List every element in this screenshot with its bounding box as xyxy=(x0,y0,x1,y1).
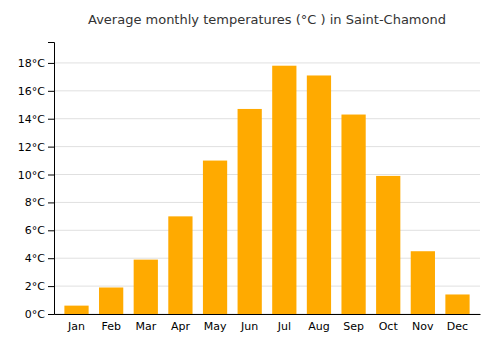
x-tick-label: Apr xyxy=(171,320,191,333)
x-axis-line xyxy=(55,314,481,315)
y-tick-label: 12°C xyxy=(18,141,45,154)
y-tick-mark xyxy=(48,63,54,64)
x-tick: Sep xyxy=(343,320,364,333)
bar xyxy=(307,75,331,314)
x-tick-label: Sep xyxy=(343,320,364,333)
bar xyxy=(272,66,296,314)
y-tick: 12°C xyxy=(18,141,54,154)
grid-line xyxy=(54,174,480,175)
x-tick: Jun xyxy=(240,320,258,333)
x-axis: Jan Feb Mar Apr May Jun Jul Aug Sep Oct Nov Dec xyxy=(55,315,481,333)
bar xyxy=(99,287,123,314)
y-tick: 10°C xyxy=(18,169,54,182)
grid xyxy=(54,63,480,314)
y-tick: 8°C xyxy=(25,196,54,209)
y-tick-mark xyxy=(48,286,54,287)
x-tick-label: Jun xyxy=(240,320,258,333)
y-tick: 4°C xyxy=(25,252,54,265)
y-axis-line xyxy=(48,43,55,315)
x-tick: Feb xyxy=(101,320,120,333)
bar xyxy=(168,216,192,314)
y-tick-mark xyxy=(48,175,54,176)
bar xyxy=(64,306,88,314)
y-tick-label: 10°C xyxy=(18,169,45,182)
grid-line xyxy=(54,202,480,203)
bar xyxy=(445,294,469,314)
x-tick-label: Aug xyxy=(308,320,329,333)
y-tick-label: 0°C xyxy=(25,308,45,321)
y-tick-label: 6°C xyxy=(25,224,45,237)
grid-line xyxy=(54,118,480,119)
y-tick-mark xyxy=(48,202,54,203)
y-tick-mark xyxy=(48,119,54,120)
bar xyxy=(411,251,435,314)
x-tick-label: Nov xyxy=(412,320,434,333)
x-tick: Oct xyxy=(379,320,399,333)
x-tick: Nov xyxy=(412,320,434,333)
x-tick-label: May xyxy=(204,320,227,333)
x-tick: Jan xyxy=(67,320,85,333)
y-tick: 2°C xyxy=(25,280,54,293)
grid-line xyxy=(54,146,480,147)
y-tick: 6°C xyxy=(25,224,54,237)
bars xyxy=(64,66,469,314)
bar xyxy=(134,260,158,314)
y-tick-mark xyxy=(48,230,54,231)
y-tick: 0°C xyxy=(25,308,54,321)
y-tick-mark xyxy=(48,258,54,259)
x-tick: May xyxy=(204,320,227,333)
y-tick: 18°C xyxy=(18,57,54,70)
grid-line xyxy=(54,230,480,231)
y-axis: 0°C 2°C 4°C 6°C 8°C 10°C 12°C 14°C 16°C 18°C xyxy=(18,43,55,322)
y-tick: 14°C xyxy=(18,113,54,126)
x-tick: Mar xyxy=(135,320,156,333)
chart-container: Jan Feb Mar Apr May Jun Jul Aug Sep Oct Nov Dec 0°C 2… xyxy=(0,0,500,350)
bar xyxy=(238,109,262,314)
x-tick: Apr xyxy=(171,320,191,333)
x-tick-label: Dec xyxy=(447,320,468,333)
y-tick: 16°C xyxy=(18,85,54,98)
grid-line xyxy=(54,90,480,91)
title: Average monthly temperatures (°C ) in Sa… xyxy=(88,12,446,27)
bar xyxy=(341,115,365,314)
x-tick: Dec xyxy=(447,320,468,333)
y-tick-mark xyxy=(48,314,54,315)
y-tick-label: 16°C xyxy=(18,85,45,98)
x-tick-label: Jan xyxy=(67,320,85,333)
x-tick: Aug xyxy=(308,320,329,333)
bar xyxy=(203,161,227,314)
x-tick-label: Oct xyxy=(379,320,399,333)
x-tick-label: Jul xyxy=(277,320,291,333)
chart: Jan Feb Mar Apr May Jun Jul Aug Sep Oct Nov Dec 0°C 2… xyxy=(0,0,500,350)
y-tick-mark xyxy=(48,147,54,148)
y-tick-label: 18°C xyxy=(18,57,45,70)
y-tick-label: 4°C xyxy=(25,252,45,265)
x-tick-label: Mar xyxy=(135,320,156,333)
grid-line xyxy=(54,62,480,63)
bar xyxy=(376,176,400,314)
y-tick-label: 14°C xyxy=(18,113,45,126)
y-tick-label: 8°C xyxy=(25,196,45,209)
y-tick-label: 2°C xyxy=(25,280,45,293)
x-tick: Jul xyxy=(277,320,291,333)
y-tick-mark xyxy=(48,91,54,92)
x-tick-label: Feb xyxy=(101,320,120,333)
